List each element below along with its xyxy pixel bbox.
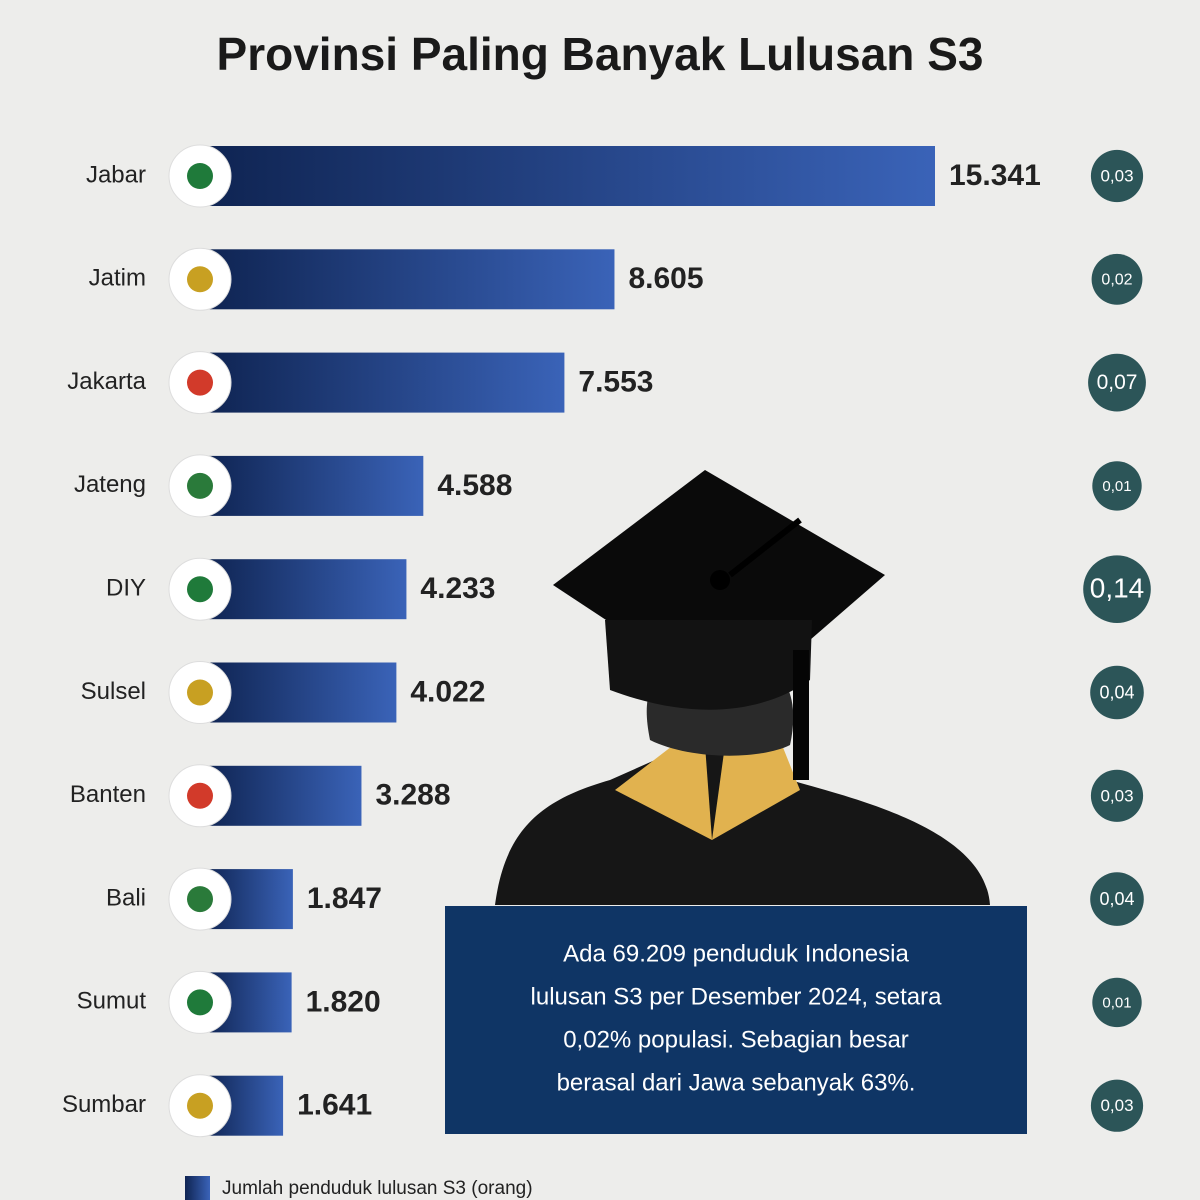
share-circle [1092,461,1142,511]
province-emblem-inner [187,782,213,809]
share-label: 0,04 [1099,889,1134,909]
category-label: DIY [106,575,146,602]
category-label: Sulsel [81,678,146,705]
share-circle [1090,149,1144,203]
value-label: 15.341 [949,159,1041,192]
bar [205,249,615,310]
province-emblem-inner [187,1092,213,1119]
category-label: Sumut [77,988,147,1015]
province-emblem-inner [187,989,213,1016]
category-label: Jabar [86,161,146,188]
province-emblem-inner [187,369,213,396]
value-label: 7.553 [578,366,653,399]
province-emblem-inner [187,886,213,913]
value-label: 4.588 [437,469,512,502]
share-circle [1083,555,1151,623]
share-circle [1090,1079,1144,1132]
share-label: 0,01 [1102,994,1131,1011]
bar [205,352,565,413]
bar [205,146,935,206]
legend-swatch [185,1176,210,1200]
category-label: Jatim [89,265,146,292]
value-label: 4.022 [410,675,485,708]
share-label: 0,03 [1100,786,1133,805]
value-label: 1.847 [307,882,382,915]
value-label: 8.605 [628,262,703,295]
legend-label: Jumlah penduduk lulusan S3 (orang) [222,1178,533,1199]
annotation-line: lulusan S3 per Desember 2024, setara [531,983,943,1010]
share-label: 0,03 [1100,166,1133,185]
annotation-line: berasal dari Jawa sebanyak 63%. [557,1069,916,1096]
value-label: 4.233 [420,572,495,605]
value-label: 1.641 [297,1089,372,1122]
annotation-box [445,906,1027,1134]
share-circle [1092,977,1142,1028]
share-label: 0,03 [1100,1096,1133,1115]
province-emblem-inner [187,472,213,499]
category-label: Sumbar [62,1091,146,1118]
share-circle [1088,353,1146,412]
annotation-line: Ada 69.209 penduduk Indonesia [563,940,909,967]
share-label: 0,02 [1101,272,1132,289]
category-label: Jateng [74,471,146,498]
province-emblem-inner [187,679,213,706]
bar [205,662,397,723]
graduate-illustration [495,470,990,905]
share-circle [1090,769,1144,822]
annotation-line: 0,02% populasi. Sebagian besar [563,1026,909,1053]
value-label: 1.820 [306,985,381,1018]
category-label: Banten [70,781,146,808]
chart-title: Provinsi Paling Banyak Lulusan S3 [217,28,984,80]
category-label: Bali [106,884,146,911]
province-emblem-inner [187,266,213,293]
share-label: 0,14 [1090,573,1145,604]
share-label: 0,01 [1102,478,1131,495]
share-label: 0,07 [1097,371,1138,394]
bar [205,559,407,620]
share-circle [1091,253,1143,305]
share-circle [1090,665,1144,720]
value-label: 3.288 [375,779,450,812]
province-emblem-inner [187,163,213,189]
province-emblem-inner [187,576,213,603]
share-label: 0,04 [1099,682,1134,702]
share-circle [1090,872,1144,926]
category-label: Jakarta [67,368,146,395]
bar [205,455,424,516]
